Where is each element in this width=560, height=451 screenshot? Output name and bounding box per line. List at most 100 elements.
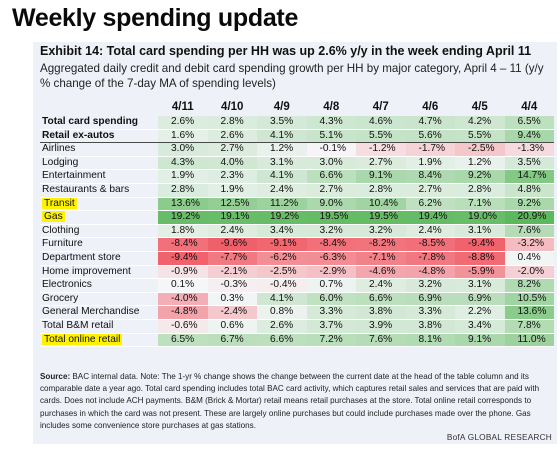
row-label-text: Total card spending [42,116,139,127]
table-cell: -7.1% [356,251,406,266]
row-label: Gas [40,210,158,225]
table-cell: -4.8% [158,305,208,320]
row-label: Home improvement [40,265,158,280]
table-cell: 3.4% [257,224,307,239]
table-cell: 6.5% [158,333,208,348]
table-cell: 6.2% [405,197,455,212]
table-cell: -9.4% [158,251,208,266]
table-cell: -1.7% [405,142,455,157]
table-cell: 3.3% [306,305,356,320]
table-cell: -8.8% [455,251,505,266]
table-row: Total online retail 6.5% 6.7% 6.6% 7.2% 7.6% 8… [40,333,554,348]
table-row: Total B&M retail -0.6% 0.6% 2.6% 3.7% 3.9% 3.8… [40,319,554,334]
table-cell: 1.2% [257,142,307,157]
exhibit-subtitle: Aggregated daily credit and debit card s… [40,62,544,90]
table-row: Airlines 3.0% 2.7% 1.2% -0.1% -1.2% -1.7% -2.5%… [40,142,554,157]
table-header-row: 4/11 4/10 4/9 4/8 4/7 4/6 4/5 4/4 [40,98,554,116]
table-cell: -0.3% [207,278,257,293]
table-cell: -9.6% [207,237,257,252]
row-label: Lodging [40,156,158,171]
table-cell: -8.5% [405,237,455,252]
table-cell: 9.1% [455,333,505,348]
table-cell: 6.0% [306,292,356,307]
table-cell: 2.7% [356,156,406,171]
table-cell: 2.2% [455,305,505,320]
table-cell: 4.7% [405,116,455,130]
column-header: 4/9 [273,101,290,113]
column-header: 4/8 [323,101,340,113]
table-cell: 0.3% [207,292,257,307]
table-cell: -1.2% [356,142,406,157]
table-cell: -0.9% [158,265,208,280]
table-cell: 5.5% [455,129,505,144]
table-cell: 10.5% [504,292,554,307]
table-cell: 6.5% [504,116,554,130]
table-row: Gas 19.2% 19.1% 19.2% 19.5% 19.5% 19.4% 19.0% 20… [40,210,554,225]
table-row: Entertainment 1.9% 2.3% 4.1% 6.6% 9.1% 8.4% 9.2… [40,169,554,184]
row-label: Total B&M retail [40,319,158,334]
table-cell: 6.7% [207,333,257,348]
table-cell: 3.5% [257,116,307,130]
row-label: Airlines [40,142,158,157]
table-cell: 7.1% [455,197,505,212]
table-cell: 4.6% [356,116,406,130]
table-cell: -6.3% [306,251,356,266]
column-header: 4/5 [471,101,488,113]
table-cell: 9.4% [504,129,554,144]
table-row: Clothing 1.8% 2.4% 3.4% 3.2% 3.2% 2.4% 3.1% 7.6% [40,224,554,239]
table-cell: 19.2% [158,210,208,225]
table-cell: 19.5% [306,210,356,225]
table-cell: 3.8% [405,319,455,334]
table-cell: 1.9% [405,156,455,171]
table-cell: 3.7% [306,319,356,334]
table-cell: 3.2% [405,278,455,293]
table-cell: -9.4% [455,237,505,252]
table-row: General Merchandise -4.8% -2.4% 0.8% 3.3% 3.8… [40,305,554,320]
table-cell: 7.8% [504,319,554,334]
table-cell: 0.1% [158,278,208,293]
table-cell: 9.2% [504,197,554,212]
table-cell: 11.0% [504,333,554,348]
table-cell: 3.2% [356,224,406,239]
row-label-text: Restaurants & bars [42,183,130,195]
row-label-text: Clothing [42,224,80,236]
table-cell: -5.9% [455,265,505,280]
table-cell: 9.1% [356,169,406,184]
table-cell: 2.4% [257,183,307,198]
table-cell: 3.9% [356,319,406,334]
row-label-text: Gas [42,211,65,223]
source-note: Source: BAC internal data. Note: The 1-y… [40,371,554,432]
row-label-text: Lodging [42,156,79,168]
page-title: Weekly spending update [12,4,299,32]
table-cell: 2.4% [207,224,257,239]
table-cell: 6.9% [455,292,505,307]
row-label-text: Retail ex-autos [42,129,115,141]
table-cell: 7.6% [356,333,406,348]
table-cell: -8.4% [158,237,208,252]
table-cell: -0.1% [306,142,356,157]
table-cell: -7.8% [405,251,455,266]
column-header: 4/6 [422,101,439,113]
table-cell: 3.4% [455,319,505,334]
table-row: Lodging 4.3% 4.0% 3.1% 3.0% 2.7% 1.9% 1.2% 3.5% [40,156,554,171]
table-cell: 13.6% [158,197,208,212]
table-cell: -4.0% [158,292,208,307]
table-cell: 2.6% [158,116,208,130]
table-cell: 2.8% [158,183,208,198]
table-cell: 5.5% [356,129,406,144]
table-cell: -9.1% [257,237,307,252]
table-cell: 2.7% [306,183,356,198]
table-cell: 19.5% [356,210,406,225]
table-cell: 19.0% [455,210,505,225]
table-cell: 14.7% [504,169,554,184]
table-row: Total card spending 2.6% 2.8% 3.5% 4.3% 4.6% 4… [40,116,554,130]
table-cell: 2.8% [356,183,406,198]
table-cell: -3.2% [504,237,554,252]
row-label: Furniture [40,237,158,252]
table-cell: -8.4% [306,237,356,252]
table-cell: -8.2% [356,237,406,252]
table-cell: -0.4% [257,278,307,293]
table-cell: 6.6% [356,292,406,307]
row-label: Total card spending [40,116,158,130]
row-label-text: Entertainment [42,170,106,182]
